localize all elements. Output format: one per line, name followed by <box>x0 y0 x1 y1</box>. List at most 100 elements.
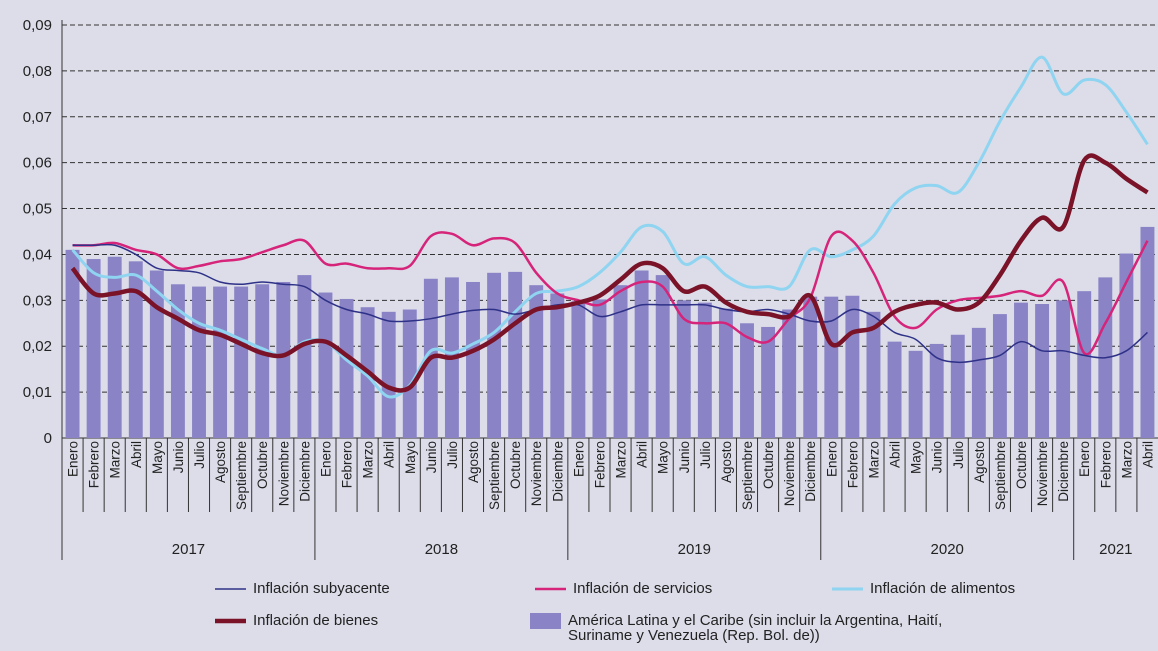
legend-label: Inflación de bienes <box>253 612 379 629</box>
bar <box>1077 291 1092 438</box>
bar <box>339 298 354 438</box>
x-tick-label: Febrero <box>845 441 860 488</box>
bar <box>149 270 164 438</box>
bar <box>845 295 860 438</box>
x-tick-label: Marzo <box>1119 441 1134 479</box>
line <box>72 230 1149 356</box>
bar <box>655 275 670 438</box>
bar <box>318 292 333 438</box>
bar <box>550 293 565 438</box>
bar <box>676 300 691 438</box>
bar <box>971 327 986 438</box>
bar <box>529 285 544 438</box>
x-tick-label: Julio <box>445 441 460 469</box>
x-tick-label: Marzo <box>108 441 123 479</box>
year-label: 2019 <box>678 541 711 558</box>
bar <box>402 309 417 438</box>
x-tick-label: Enero <box>824 441 839 477</box>
bar <box>128 261 143 438</box>
bar <box>803 296 818 438</box>
bar <box>1119 253 1134 438</box>
year-label: 2020 <box>931 541 964 558</box>
x-tick-label: Agosto <box>972 441 987 483</box>
x-tick-label: Octubre <box>508 441 523 489</box>
x-tick-label: Noviembre <box>782 441 797 506</box>
x-tick-label: Septiembre <box>993 441 1008 510</box>
y-tick-label: 0,02 <box>23 338 52 355</box>
legend-label: Inflación subyacente <box>253 580 390 597</box>
x-tick-label: Febrero <box>87 441 102 488</box>
line <box>70 153 1149 393</box>
bar <box>592 299 607 438</box>
bar <box>740 323 754 438</box>
x-tick-label: Febrero <box>340 441 355 488</box>
year-label: 2017 <box>172 541 205 558</box>
x-tick-label: Junio <box>677 441 692 473</box>
x-tick-label: Junio <box>930 441 945 473</box>
x-tick-label: Mayo <box>656 441 671 474</box>
x-tick-label: Marzo <box>866 441 881 479</box>
x-tick-label: Abril <box>1140 441 1155 468</box>
x-tick-label: Septiembre <box>487 441 502 510</box>
x-tick-label: Mayo <box>403 441 418 474</box>
bar <box>1014 302 1028 438</box>
bar <box>866 311 881 438</box>
x-tick-label: Julio <box>951 441 966 469</box>
bar <box>192 286 206 438</box>
x-tick-label: Junio <box>424 441 439 473</box>
x-tick-label: Agosto <box>466 441 481 483</box>
legend-label: América Latina y el Caribe (sin incluir … <box>568 612 943 644</box>
bar <box>255 284 270 438</box>
x-tick-label: Julio <box>192 441 207 469</box>
y-tick-label: 0,07 <box>23 109 52 126</box>
x-tick-label: Febrero <box>1098 441 1113 488</box>
bar <box>782 309 797 438</box>
x-tick-label: Marzo <box>614 441 629 479</box>
x-tick-label: Abril <box>129 441 144 468</box>
y-tick-label: 0,04 <box>23 246 52 263</box>
x-tick-label: Diciembre <box>803 441 818 502</box>
x-tick-label: Abril <box>382 441 397 468</box>
x-tick-label: Febrero <box>592 441 607 488</box>
y-tick-label: 0,06 <box>23 155 52 172</box>
x-tick-label: Octubre <box>1014 441 1029 489</box>
x-tick-label: Octubre <box>255 441 270 489</box>
bar <box>992 314 1007 438</box>
x-tick-label: Diciembre <box>297 441 312 502</box>
bar <box>571 301 586 438</box>
legend-label: Inflación de alimentos <box>870 580 1016 597</box>
bar <box>381 311 396 438</box>
bar <box>65 249 80 438</box>
x-tick-label: Abril <box>888 441 903 468</box>
bar <box>487 272 502 438</box>
line <box>71 55 1149 399</box>
bar <box>297 275 312 438</box>
x-tick-label: Enero <box>318 441 333 477</box>
y-tick-label: 0,08 <box>23 63 52 80</box>
bar <box>213 286 228 438</box>
bar <box>697 302 712 438</box>
bar <box>234 286 249 438</box>
bar <box>718 308 733 438</box>
bar <box>929 343 944 438</box>
bar <box>276 281 291 438</box>
bar <box>508 271 523 438</box>
x-tick-label: Marzo <box>361 441 376 479</box>
bar <box>1056 300 1071 438</box>
x-tick-label: Junio <box>171 441 186 473</box>
y-tick-label: 0,09 <box>23 17 52 34</box>
year-label: 2021 <box>1099 541 1132 558</box>
x-tick-label: Diciembre <box>1056 441 1071 502</box>
y-tick-label: 0,05 <box>23 201 52 218</box>
x-tick-label: Agosto <box>719 441 734 483</box>
x-tick-label: Septiembre <box>234 441 249 510</box>
x-tick-label: Julio <box>698 441 713 469</box>
x-tick-label: Diciembre <box>550 441 565 502</box>
bar <box>634 270 649 438</box>
bar <box>761 326 776 438</box>
line <box>72 243 1148 364</box>
bar <box>86 259 101 438</box>
bar <box>107 256 122 438</box>
